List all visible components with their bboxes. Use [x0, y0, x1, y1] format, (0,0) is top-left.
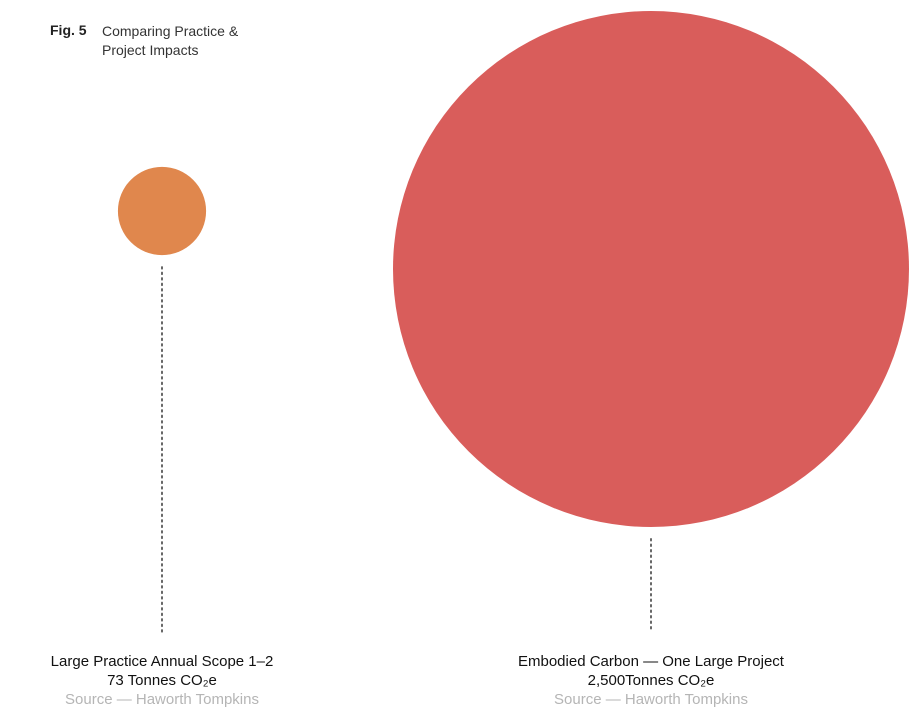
value-label: 73 Tonnes CO₂e: [107, 672, 217, 689]
bubble: [117, 166, 207, 256]
source-label: Source — Haworth Tompkins: [65, 691, 259, 708]
category-label: Embodied Carbon — One Large Project: [518, 653, 784, 670]
chart-title: Fig. 5: [50, 22, 87, 38]
bubble: [393, 11, 909, 527]
category-label: Large Practice Annual Scope 1–2: [50, 653, 274, 670]
chart-subtitle: Comparing Practice & Project Impacts: [102, 23, 239, 58]
source-label: Source — Haworth Tompkins: [554, 691, 748, 708]
value-label: 2,500Tonnes CO₂e: [587, 672, 715, 689]
